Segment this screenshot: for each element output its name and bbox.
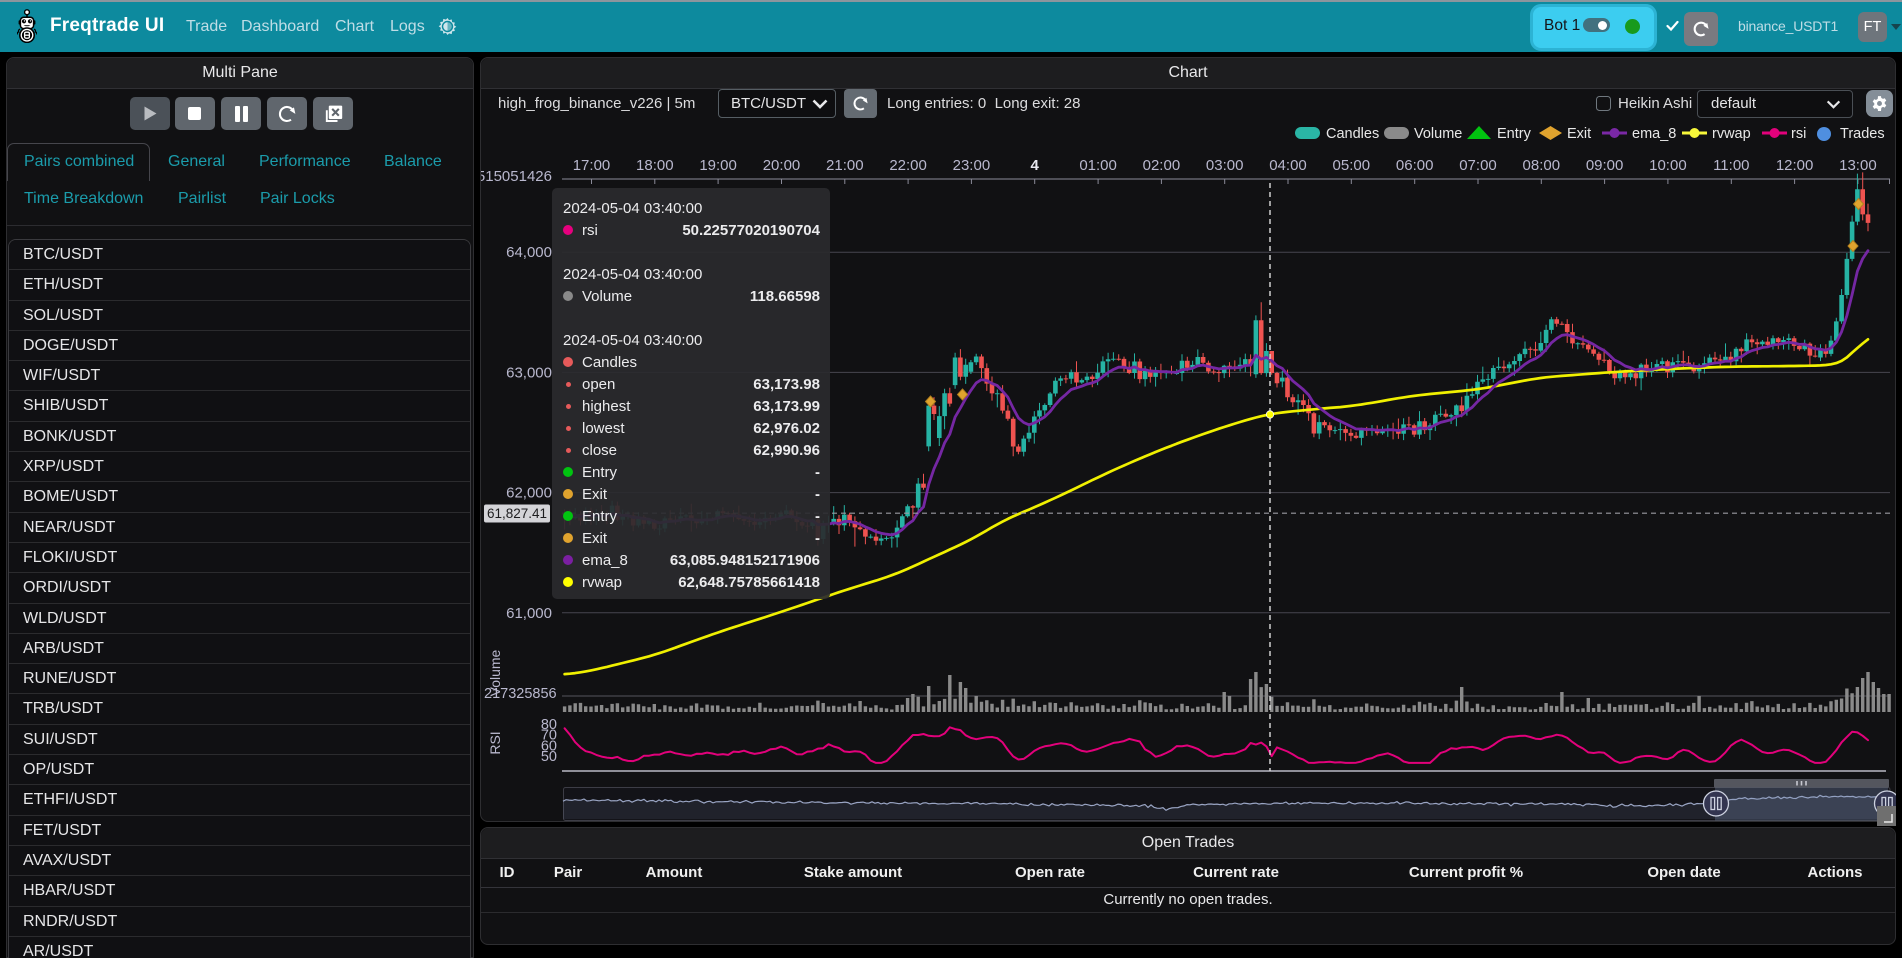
svg-text:23:00: 23:00	[953, 157, 991, 174]
svg-text:62,000: 62,000	[506, 485, 552, 502]
svg-text:RSI: RSI	[487, 731, 503, 754]
svg-text:11:00: 11:00	[1713, 157, 1749, 174]
svg-text:02:00: 02:00	[1143, 157, 1181, 174]
svg-text:50: 50	[541, 749, 557, 765]
svg-text:60: 60	[541, 738, 557, 754]
svg-text:12:00: 12:00	[1776, 157, 1814, 174]
svg-text:19:00: 19:00	[699, 157, 737, 174]
svg-text:09:00: 09:00	[1586, 157, 1624, 174]
svg-text:04:00: 04:00	[1269, 157, 1307, 174]
svg-text:4: 4	[1031, 157, 1040, 174]
svg-text:61,000: 61,000	[506, 605, 552, 622]
svg-text:18:00: 18:00	[636, 157, 674, 174]
svg-text:515051426: 515051426	[481, 168, 552, 185]
svg-text:05:00: 05:00	[1333, 157, 1371, 174]
svg-text:70: 70	[541, 728, 557, 744]
svg-text:21:00: 21:00	[826, 157, 864, 174]
svg-text:06:00: 06:00	[1396, 157, 1434, 174]
svg-text:20:00: 20:00	[763, 157, 801, 174]
svg-text:01:00: 01:00	[1079, 157, 1117, 174]
svg-text:13:00: 13:00	[1839, 157, 1877, 174]
svg-text:Volume: Volume	[487, 649, 503, 696]
svg-text:217325856: 217325856	[484, 686, 557, 702]
svg-text:22:00: 22:00	[889, 157, 927, 174]
svg-text:07:00: 07:00	[1459, 157, 1497, 174]
svg-text:10:00: 10:00	[1649, 157, 1687, 174]
svg-text:03:00: 03:00	[1206, 157, 1244, 174]
svg-text:08:00: 08:00	[1523, 157, 1561, 174]
svg-text:64,000: 64,000	[506, 244, 552, 261]
svg-text:80: 80	[541, 717, 557, 733]
svg-text:17:00: 17:00	[573, 157, 611, 174]
svg-text:61,827.41: 61,827.41	[487, 506, 547, 521]
svg-text:63,000: 63,000	[506, 364, 552, 381]
